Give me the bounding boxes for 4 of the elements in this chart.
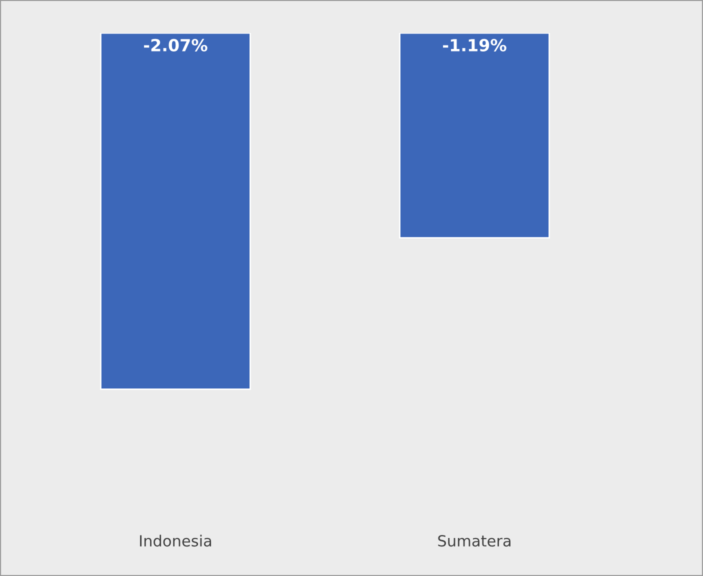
x-tick-label: Sumatera — [438, 535, 510, 547]
data-label: -2.07% — [144, 38, 208, 52]
data-label: -1.19% — [443, 38, 506, 52]
x-tick-label: Indonesia — [140, 534, 212, 547]
